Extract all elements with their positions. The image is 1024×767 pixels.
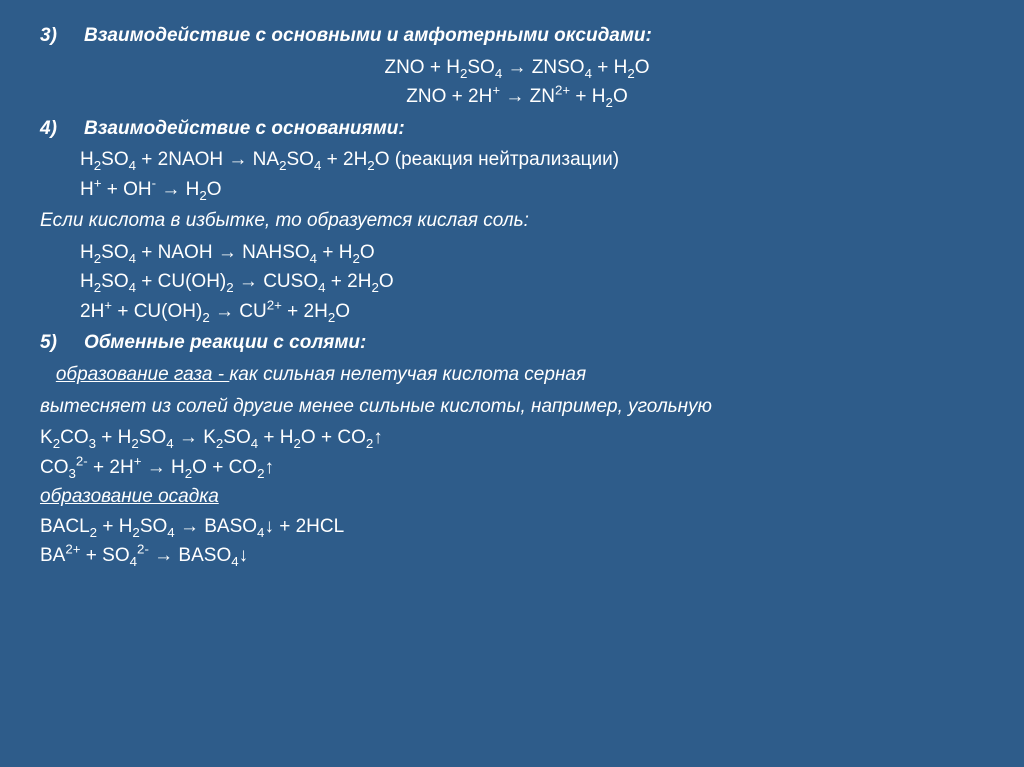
section-4-eq2: H+ + OH- → H2O: [80, 176, 994, 204]
slide-content: 3)Взаимодействие с основными и амфотерны…: [0, 0, 1024, 590]
neutralization-note: (реакция нейтрализации): [395, 149, 619, 170]
section-4-note: Если кислота в избытке, то образуется ки…: [40, 207, 994, 235]
section-5-eq1: K2CO3 + H2SO4 → K2SO4 + H2O + CO2↑: [40, 424, 994, 452]
section-3-eq2: ZNO + 2H+ → ZN2+ + H2O: [40, 83, 994, 111]
gas-formation-label: образование газа -: [56, 364, 229, 385]
section-4-label: Взаимодействие с основаниями:: [84, 118, 405, 139]
precipitate-label: образование осадка: [40, 486, 219, 507]
section-4-eq4: H2SO4 + CU(OH)2 → CUSO4 + 2H2O: [80, 268, 994, 296]
section-4-eq3: H2SO4 + NAOH → NAHSO4 + H2O: [80, 239, 994, 267]
section-4-eq1: H2SO4 + 2NAOH → NA2SO4 + 2H2O (реакция н…: [80, 146, 994, 174]
section-3-title: 3)Взаимодействие с основными и амфотерны…: [40, 22, 994, 50]
section-3-eq1: ZNO + H2SO4 → ZNSO4 + H2O: [40, 54, 994, 82]
section-5-subtitle-2: образование осадка: [40, 483, 994, 511]
gas-formation-tail: как сильная нелетучая кислота серная: [229, 364, 586, 385]
section-3-number: 3): [40, 22, 84, 50]
section-4-eq5: 2H+ + CU(OH)2 → CU2+ + 2H2O: [80, 298, 994, 326]
section-5-eq2: CO32- + 2H+ → H2O + CO2↑: [40, 454, 994, 482]
section-3-label: Взаимодействие с основными и амфотерными…: [84, 25, 652, 46]
section-5-eq4: BA2+ + SO42- → BASO4↓: [40, 542, 994, 570]
section-5-label: Обменные реакции с солями:: [84, 332, 366, 353]
section-5-eq3: BACL2 + H2SO4 → BASO4↓ + 2HCL: [40, 513, 994, 541]
section-5-line2: вытесняет из солей другие менее сильные …: [40, 393, 994, 421]
section-5-subtitle-1: образование газа - как сильная нелетучая…: [40, 361, 994, 389]
section-4-number: 4): [40, 115, 84, 143]
section-5-title: 5)Обменные реакции с солями:: [40, 329, 994, 357]
section-4-title: 4)Взаимодействие с основаниями:: [40, 115, 994, 143]
section-5-number: 5): [40, 329, 84, 357]
